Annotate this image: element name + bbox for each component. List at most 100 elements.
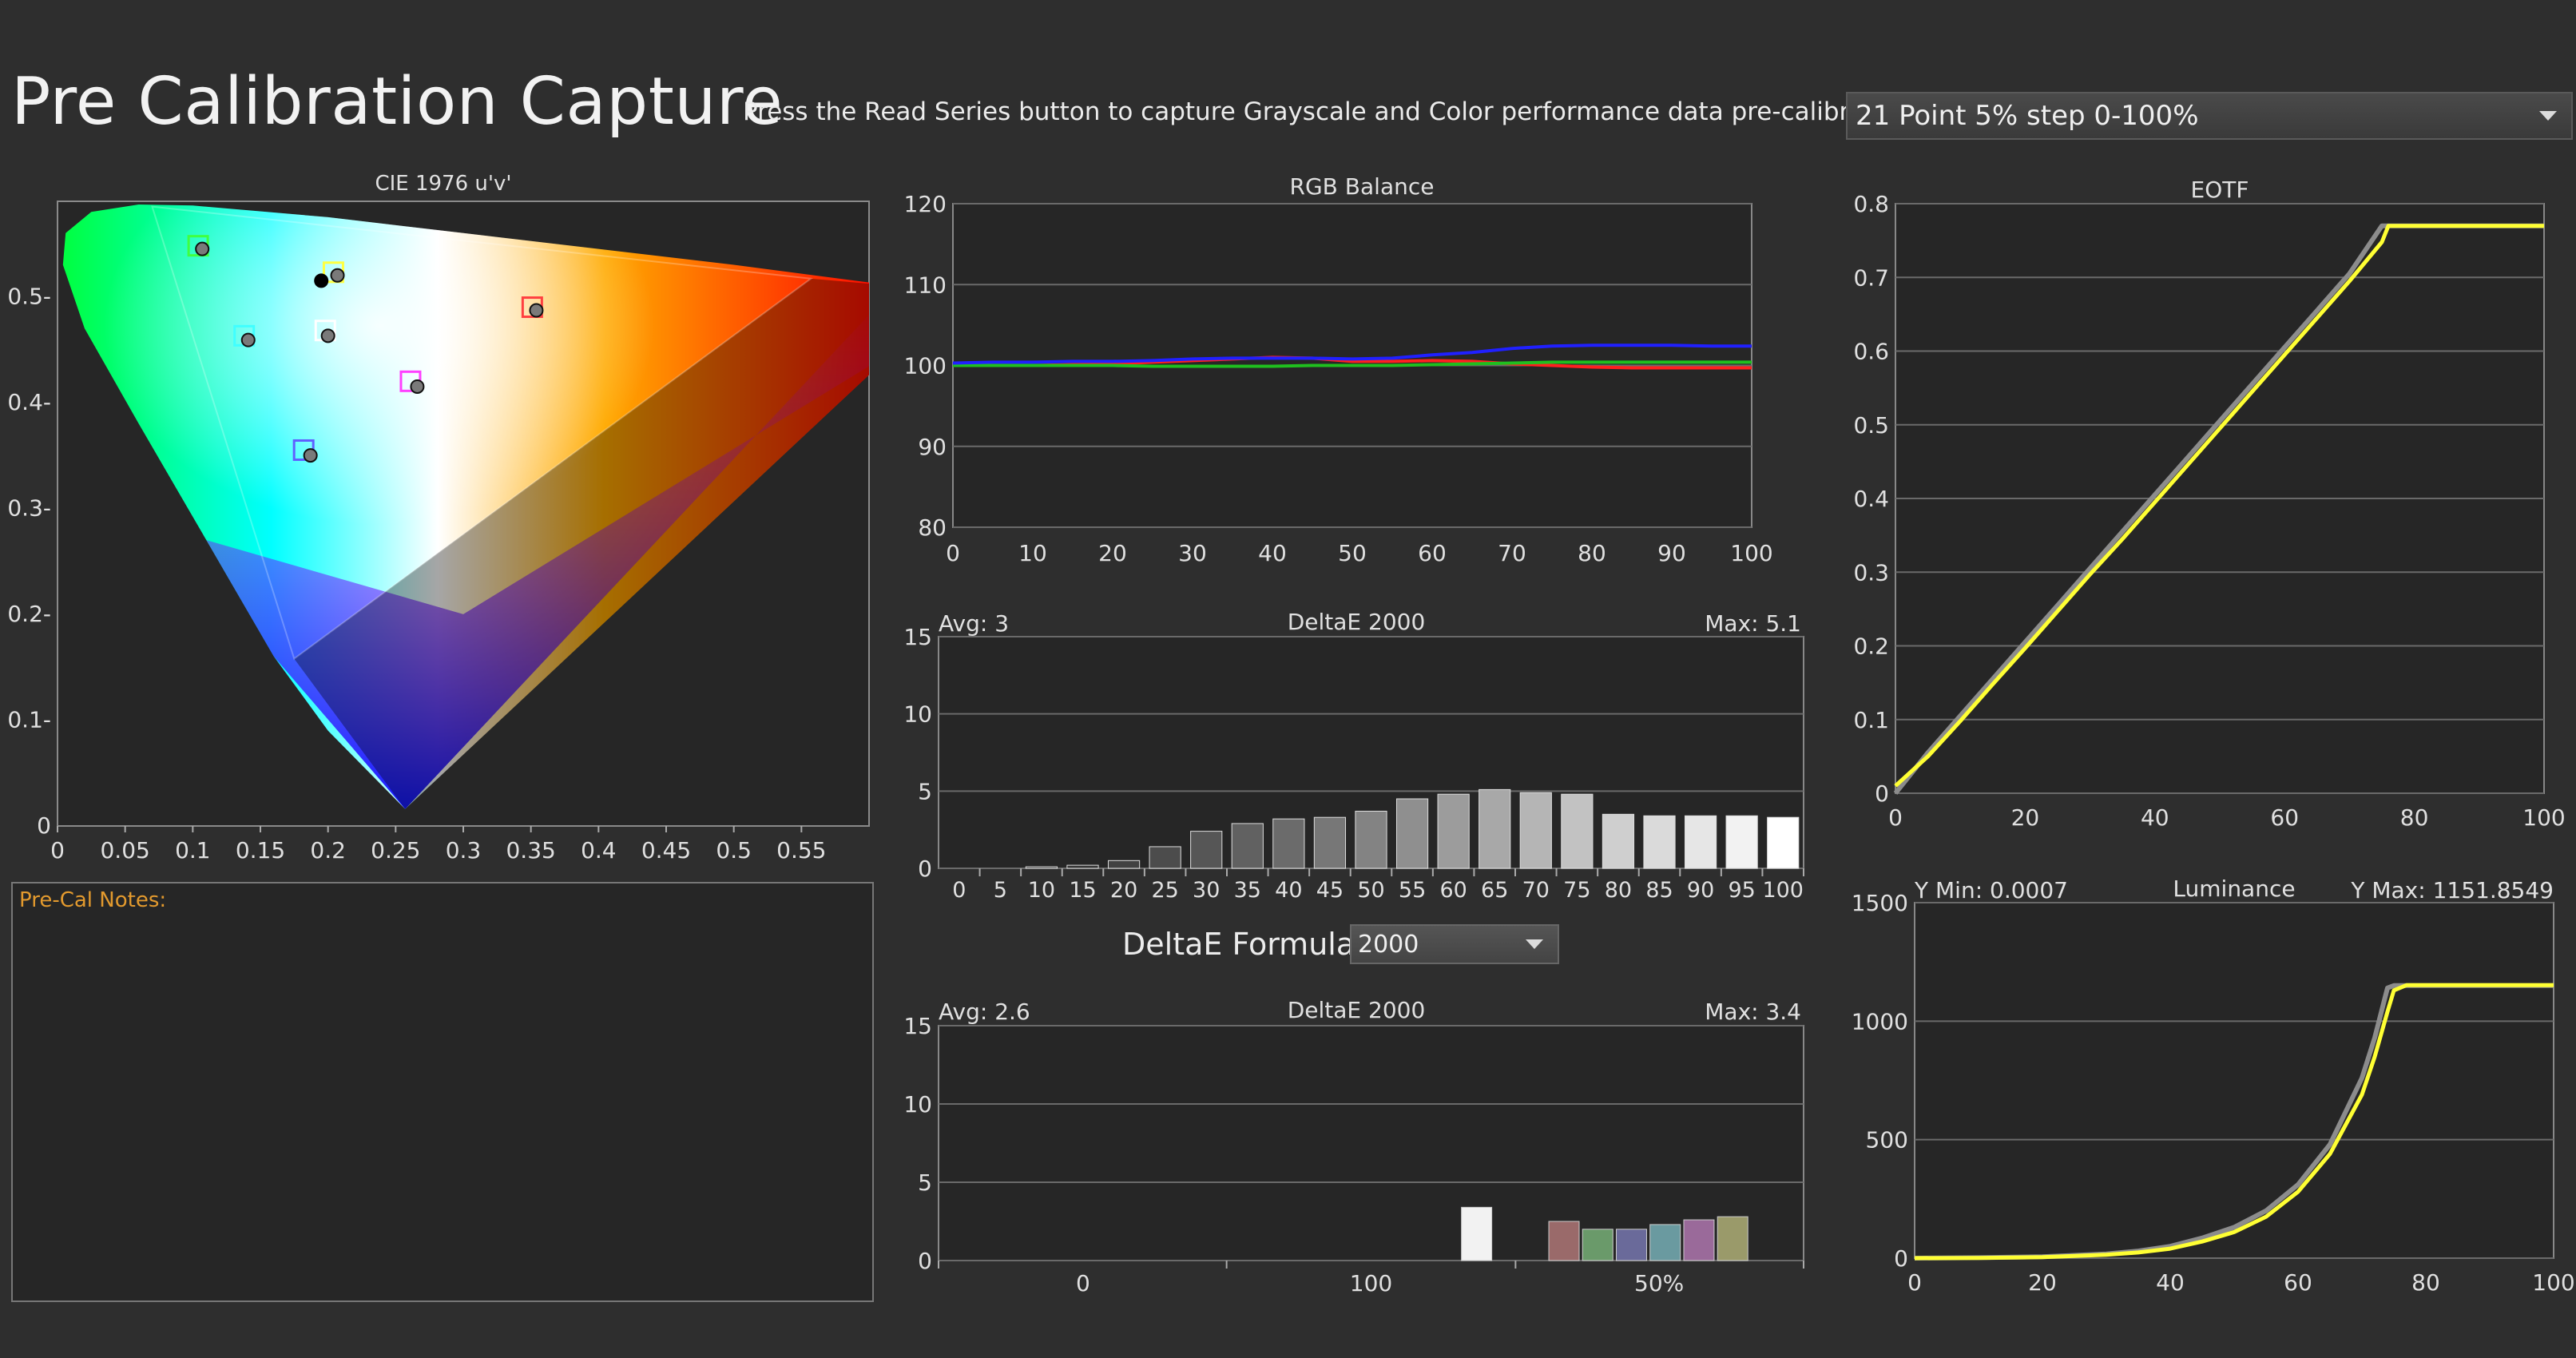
deltae-bar [1190,831,1223,869]
x-tick-label: 90 [1657,540,1686,566]
x-tick-label: 0 [50,837,65,864]
x-tick-label: 80 [1605,878,1632,903]
y-tick-label: 0.1- [7,706,51,733]
x-tick-label: 50 [1338,540,1367,566]
x-tick-label: 65 [1481,878,1508,903]
deltae-formula-value: 2000 [1358,930,1419,959]
x-tick-label: 5 [994,878,1007,903]
series-select[interactable]: 21 Point 5% step 0-100% [1846,92,2573,140]
y-tick-label: 90 [918,434,947,460]
deltae-bar [1355,810,1387,869]
x-tick-label: 95 [1728,878,1755,903]
x-tick-label: 10 [1028,878,1055,903]
white-point [314,273,329,288]
y-tick-label: 80 [918,514,947,541]
y-tick-label: 0.3 [1853,559,1889,586]
x-tick-label: 0.35 [506,837,555,864]
x-tick-label: 0.25 [371,837,420,864]
deltae-bar [1231,823,1264,869]
x-tick-label: 10 [1018,540,1047,566]
deltae-bar [1649,1224,1681,1261]
deltae-bar [1519,792,1552,869]
x-tick-label: 60 [1439,878,1467,903]
x-tick-label: 100 [1350,1270,1392,1296]
measured-point [330,268,345,283]
x-tick-label: 0.2 [310,837,346,864]
y-tick-label: 10 [903,1091,932,1118]
x-tick-label: 0 [1907,1269,1922,1296]
deltae-bar [1582,1229,1613,1261]
x-tick-label: 85 [1645,878,1673,903]
deltae-bar [1725,815,1758,869]
x-tick-label: 0.5 [716,837,752,864]
series-line-green [953,360,1752,368]
deltae-bar [1149,846,1181,869]
x-tick-label: 100 [1762,878,1804,903]
deltae-formula-label: DeltaE Formula [1122,927,1355,962]
deltae-bar [1643,815,1676,869]
y-tick-label: 0.4- [7,389,51,415]
x-tick-label: 50% [1634,1270,1684,1296]
y-tick-label: 1500 [1852,890,1908,916]
x-tick-label: 20 [2011,804,2040,831]
y-tick-label: 0.6 [1853,339,1889,365]
x-tick-label: 100 [2522,804,2565,831]
y-tick-label: 15 [903,624,932,650]
y-tick-label: 0.2 [1853,633,1889,660]
pre-cal-notes[interactable]: Pre-Cal Notes: [11,882,874,1302]
cie-title: CIE 1976 u'v' [375,172,511,196]
x-tick-label: 60 [2284,1269,2312,1296]
y-tick-label: 0.8 [1853,191,1889,217]
y-tick-label: 0 [918,856,932,882]
x-tick-label: 0.1 [175,837,211,864]
series-select-value: 21 Point 5% step 0-100% [1856,100,2199,132]
y-tick-label: 0 [1875,780,1889,807]
deltae-color-chart: Avg: 2.6 DeltaE 2000 Max: 3.4 0 5 10 15 0 100 50% [903,997,1804,1296]
deltae-bar [1479,788,1511,869]
y-tick-label: 0.5- [7,283,51,309]
gamut-triangle [151,205,813,661]
deltae-bar [1313,816,1347,869]
x-tick-label: 0.05 [100,837,149,864]
y-tick-label: 15 [903,1013,932,1039]
deltae-bar [1684,815,1717,869]
y-min-label: Y Min: 0.0007 [1914,877,2068,903]
x-tick-label: 40 [2156,1269,2185,1296]
x-tick-label: 20 [1098,540,1127,566]
rgb-title: RGB Balance [1290,173,1435,200]
y-tick-label: 0.7 [1853,264,1889,291]
deltae-bar [1717,1216,1748,1261]
x-tick-label: 70 [1522,878,1550,903]
y-tick-label: 100 [904,353,947,379]
deltae-title: DeltaE 2000 [1288,997,1426,1023]
max-label: Max: 3.4 [1705,999,1801,1025]
x-tick-label: 30 [1193,878,1220,903]
series-line-measured [1894,224,2544,788]
x-tick-label: 0 [1888,804,1903,831]
y-tick-label: 0 [1894,1245,1908,1272]
x-tick-label: 35 [1234,878,1261,903]
deltae-bar [1107,860,1141,869]
measured-point [320,328,335,343]
gamut-outer-shade [294,278,869,809]
y-tick-label: 0.5 [1853,412,1889,439]
x-tick-label: 0.45 [641,837,691,864]
series-line-measured [1914,983,2554,1261]
x-tick-label: 0.15 [236,837,285,864]
x-tick-label: 40 [1258,540,1287,566]
x-tick-label: 45 [1316,878,1344,903]
deltae-bar [1683,1219,1715,1261]
chevron-down-icon [2539,111,2557,121]
deltae-bar [1395,798,1429,869]
x-tick-label: 40 [1275,878,1302,903]
y-tick-label: 500 [1866,1127,1908,1154]
x-tick-label: 15 [1069,878,1096,903]
deltae-bar [1066,864,1099,869]
deltae-formula-select[interactable]: 2000 [1350,924,1559,964]
x-tick-label: 0.55 [776,837,826,864]
y-max-label: Y Max: 1151.8549 [2350,877,2554,903]
y-tick-label: 5 [918,1169,932,1196]
y-tick-label: 110 [904,272,947,298]
x-tick-label: 0 [1076,1270,1090,1296]
y-tick-label: 1000 [1852,1008,1908,1034]
